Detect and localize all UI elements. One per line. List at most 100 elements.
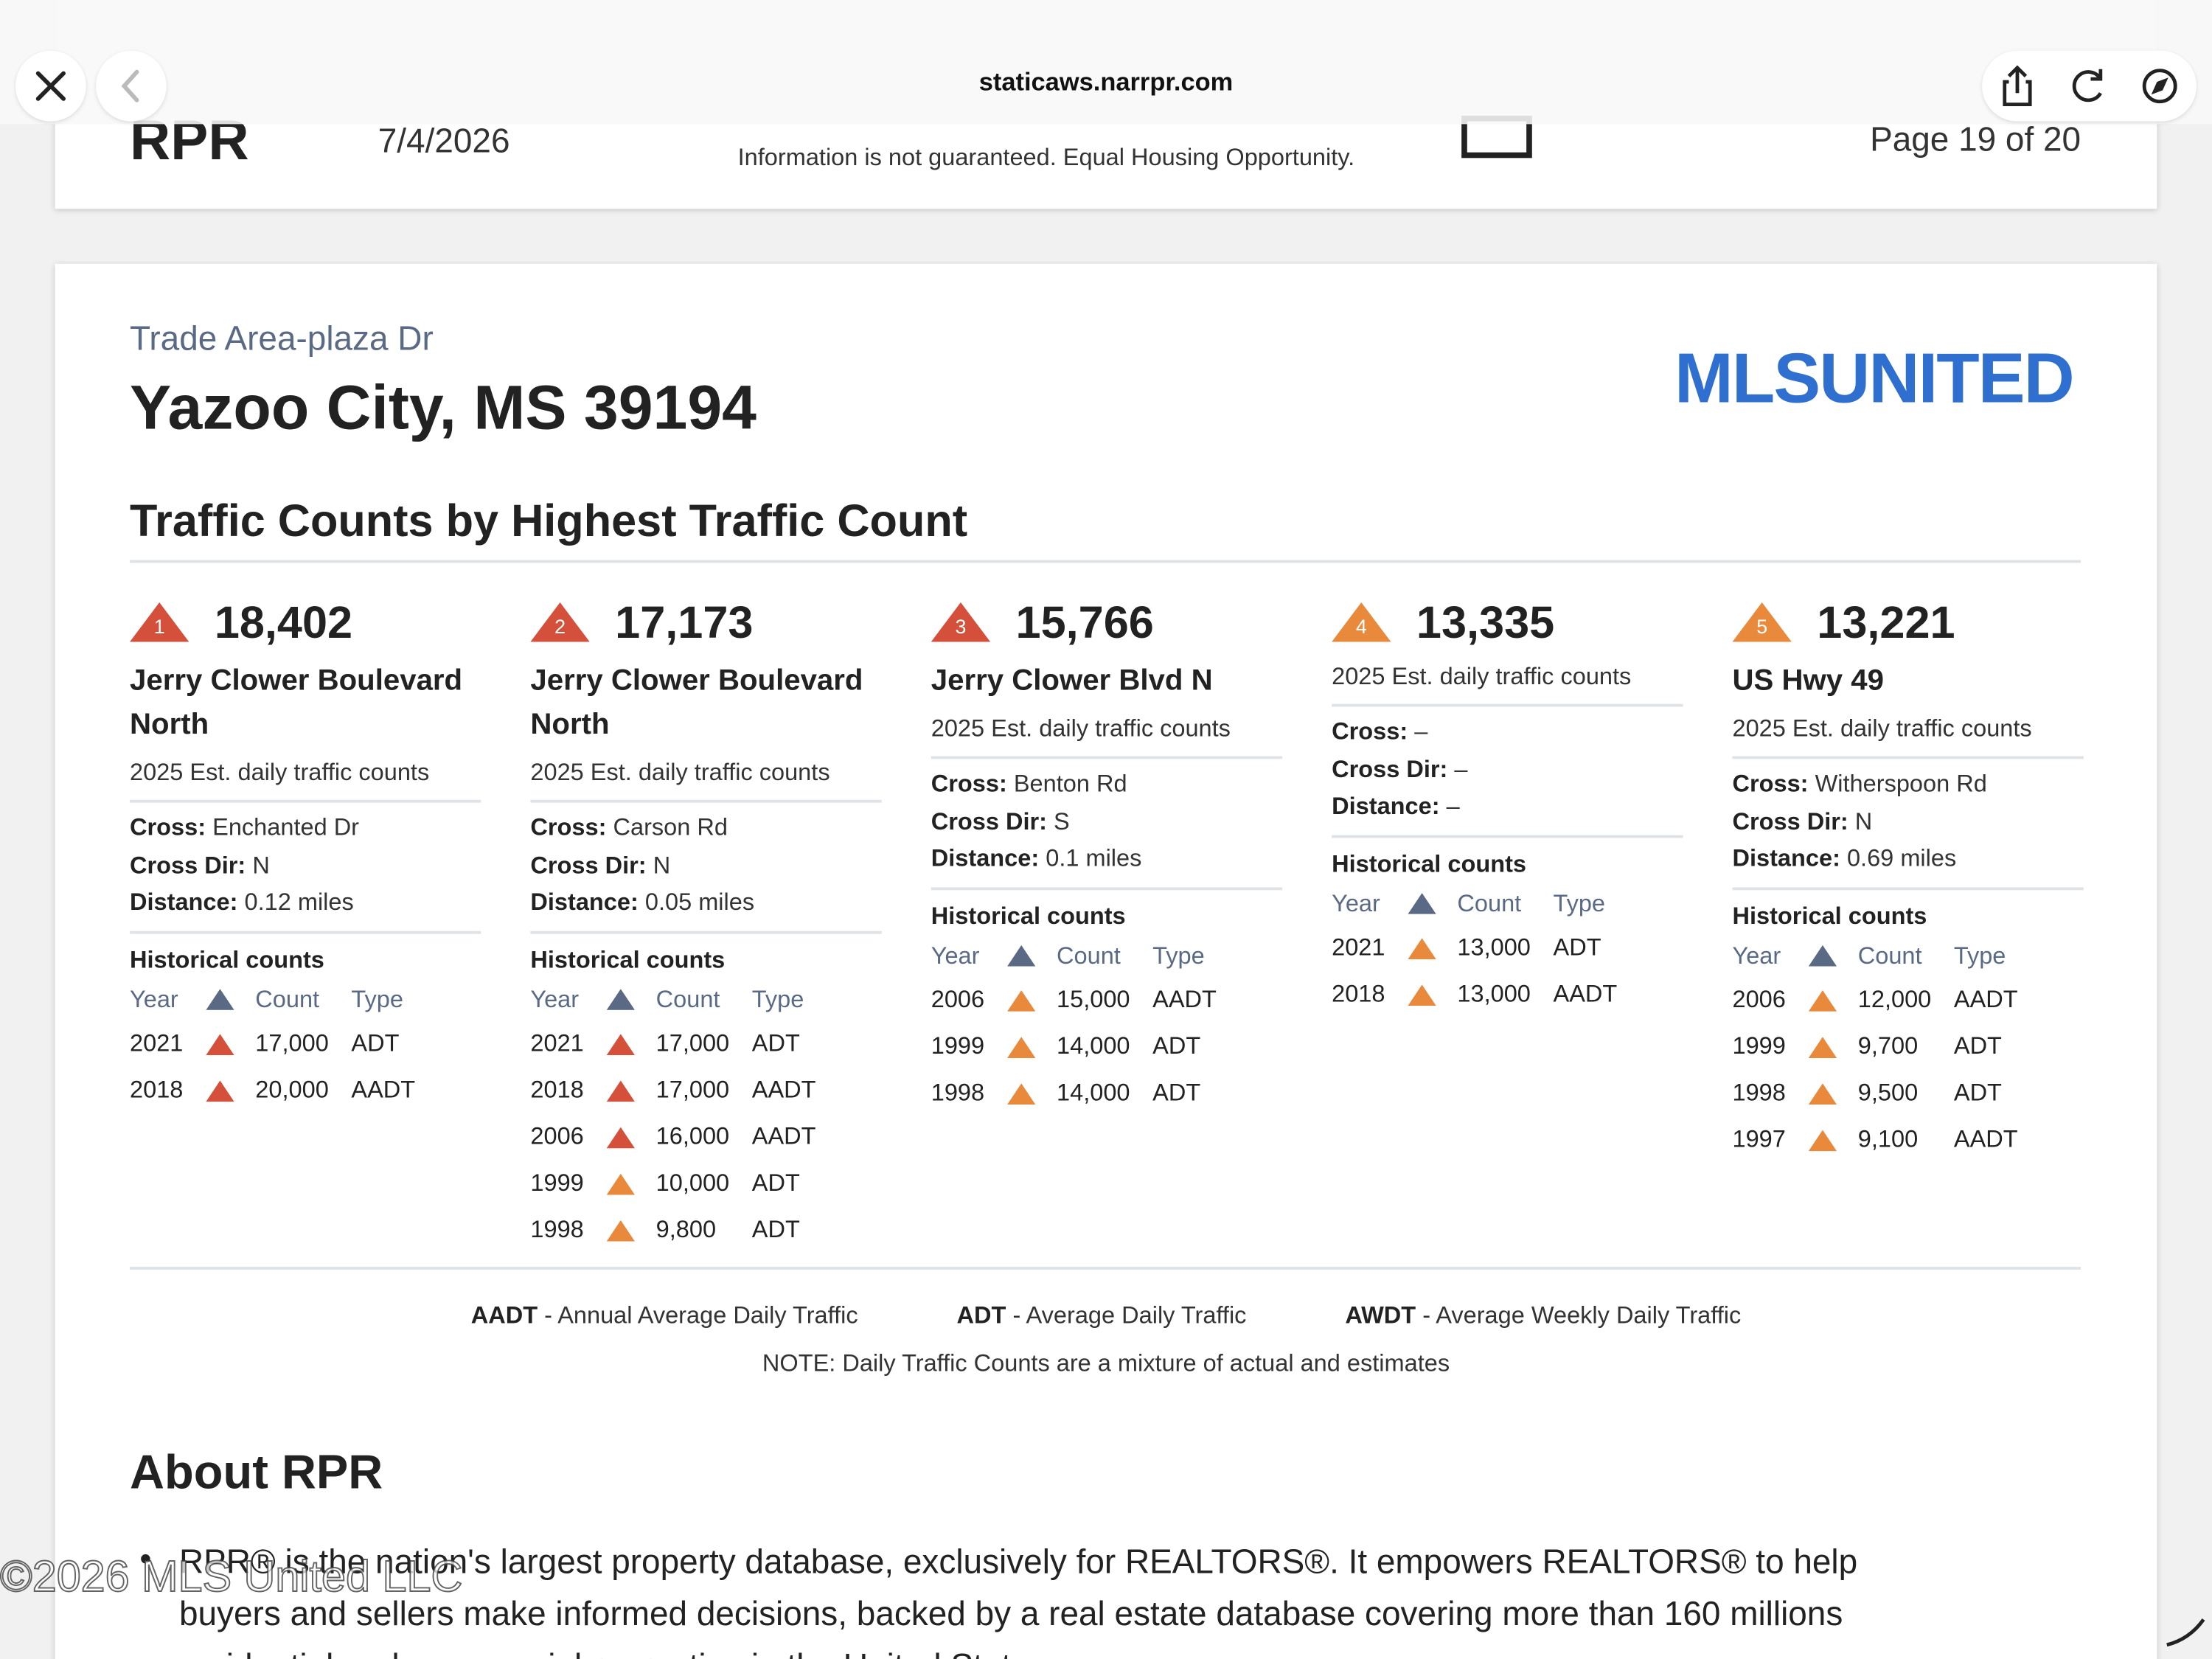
history-row: 2006 15,000 AADT: [931, 977, 1282, 1023]
type-header: Type: [751, 985, 804, 1012]
action-icons[interactable]: [1982, 51, 2197, 122]
subtitle: Trade Area-plaza Dr: [130, 320, 434, 358]
trend-icon: [1007, 990, 1057, 1011]
details: Cross: Enchanted Dr Cross Dir: N Distance:…: [130, 803, 481, 933]
triangle: [931, 602, 991, 642]
cross-dir: Cross Dir: N: [1732, 804, 2083, 841]
historical-title: Historical counts: [931, 902, 1126, 929]
street-name: Jerry Clower Blvd N: [931, 664, 1213, 698]
history-row: 2006 12,000 AADT: [1732, 977, 2083, 1023]
trend-icon: [606, 1079, 656, 1102]
cross: Cross: Benton Rd: [931, 766, 1282, 804]
year: 1998: [1732, 1079, 1786, 1106]
traffic-count: 13,221: [1817, 596, 1955, 647]
close-button[interactable]: [15, 50, 86, 122]
cross-dir-value: N: [1854, 807, 1873, 835]
type: ADT: [751, 1169, 800, 1197]
cross-value: –: [1414, 717, 1428, 745]
historical-title: Historical counts: [1732, 902, 1927, 929]
cross-dir: Cross Dir: –: [1332, 751, 1683, 789]
legend-item: AADT - Annual Average Daily Traffic: [471, 1302, 858, 1330]
type-header: Type: [351, 985, 403, 1012]
legend-text: - Average Daily Traffic: [1012, 1301, 1247, 1329]
trend-icon: [1007, 1036, 1057, 1057]
street-name: Jerry Clower Boulevard North: [130, 664, 463, 741]
type: AADT: [751, 1122, 816, 1150]
count: 13,000: [1457, 980, 1531, 1008]
triangle-icon: [1808, 1082, 1837, 1105]
cross-value: Enchanted Dr: [212, 813, 360, 841]
triangle-icon: 1: [130, 602, 189, 642]
triangle-icon: [606, 1126, 635, 1148]
distance: Distance: 0.69 miles: [1732, 841, 2083, 878]
details: Cross: Carson Rd Cross Dir: N Distance: 0.…: [530, 803, 882, 933]
url[interactable]: staticaws.narrpr.com: [978, 67, 1234, 97]
type: ADT: [1953, 1079, 2002, 1106]
traffic-site: 1 18,402 Jerry Clower Boulevard North 2025 …: [130, 596, 481, 1113]
triangle: [1007, 990, 1036, 1011]
triangle-icon: [606, 1033, 635, 1055]
browser-toolbar: staticaws.narrpr.com: [0, 0, 2212, 125]
history-row: 1997 9,100 AADT: [1732, 1116, 2083, 1163]
rank: 2: [554, 616, 566, 638]
cross: Cross: Enchanted Dr: [130, 810, 481, 847]
count: 17,000: [655, 1076, 730, 1104]
cross-dir: Cross Dir: N: [130, 847, 481, 885]
triangle: [606, 1126, 635, 1148]
type: AADT: [1553, 980, 1618, 1008]
sort-icon: [206, 989, 255, 1010]
historical-title: Historical counts: [530, 945, 726, 973]
legend-abbr: AWDT: [1345, 1301, 1416, 1329]
cross: Cross: Carson Rd: [530, 810, 881, 847]
distance: Distance: –: [1332, 789, 1683, 827]
count: 17,000: [255, 1029, 329, 1057]
history-row: 1999 14,000 ADT: [931, 1023, 1282, 1070]
estimate-label: 2025 Est. daily traffic counts: [1732, 711, 2084, 759]
note: NOTE: Daily Traffic Counts are a mixture…: [762, 1349, 1450, 1377]
distance-label: Distance:: [931, 845, 1040, 872]
brand-logo: MLSUNITED: [1674, 338, 2075, 418]
distance-label: Distance:: [1332, 793, 1440, 820]
traffic-site: 4 13,335 2025 Est. daily traffic counts Cro…: [1332, 596, 1683, 1018]
estimate-label: 2025 Est. daily traffic counts: [931, 711, 1283, 759]
legend-text: - Average Weekly Daily Traffic: [1422, 1301, 1742, 1329]
back-icon: [121, 69, 139, 102]
back-button[interactable]: [96, 50, 167, 122]
count: 12,000: [1857, 986, 1932, 1013]
estimate-label: 2025 Est. daily traffic counts: [130, 755, 481, 803]
history-row: 2006 16,000 AADT: [530, 1114, 881, 1161]
legend-text: - Annual Average Daily Traffic: [544, 1301, 858, 1329]
trend-icon: [206, 1079, 255, 1102]
historical-title: Historical counts: [130, 945, 324, 973]
triangle: [1808, 990, 1837, 1011]
triangle-icon: [206, 1079, 234, 1102]
type: AADT: [1152, 986, 1217, 1013]
triangle-icon: [606, 1079, 635, 1102]
triangle: [130, 602, 189, 642]
triangle: [606, 1172, 635, 1194]
year: 2021: [530, 1029, 584, 1057]
history-header: Year Count Type: [130, 978, 481, 1020]
triangle: [606, 989, 635, 1010]
trend-icon: [606, 1172, 656, 1194]
triangle: [1007, 1036, 1036, 1057]
report-date: 7/4/2026: [378, 122, 510, 161]
distance-label: Distance:: [1732, 845, 1840, 872]
rank: 3: [955, 616, 966, 638]
estimate-label: 2025 Est. daily traffic counts: [1332, 658, 1683, 707]
triangle: [1007, 1082, 1036, 1105]
trend-icon: [606, 1033, 656, 1055]
triangle-icon: [1408, 984, 1436, 1006]
history-row: 2018 13,000 AADT: [1332, 971, 1683, 1018]
cross-dir-label: Cross Dir:: [931, 807, 1048, 835]
year-header: Year: [130, 985, 178, 1012]
count-header: Count: [1057, 942, 1121, 969]
triangle-icon: [1007, 945, 1036, 967]
site-header: 2 17,173: [530, 596, 881, 647]
distance-value: –: [1446, 793, 1460, 820]
distance-value: 0.05 miles: [644, 888, 755, 916]
cross-dir-label: Cross Dir:: [1732, 807, 1848, 835]
type: ADT: [1953, 1032, 2002, 1060]
triangle-icon: [206, 989, 234, 1010]
trend-icon: [1808, 1036, 1858, 1057]
